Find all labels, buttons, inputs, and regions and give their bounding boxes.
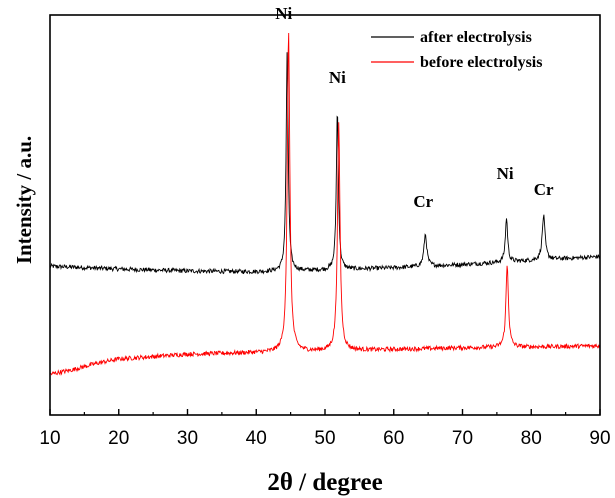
- x-axis-title: 2θ / degree: [267, 469, 382, 496]
- x-tick-label: 80: [521, 428, 542, 449]
- legend: after electrolysis before electrolysis: [371, 29, 542, 71]
- x-tick-label: 30: [177, 428, 198, 449]
- peak-label: Ni: [329, 68, 346, 87]
- peak-label: Cr: [534, 180, 554, 199]
- plot-curves: [49, 33, 601, 376]
- peak-label: Cr: [413, 192, 433, 211]
- x-tick-label: 40: [246, 428, 267, 449]
- x-tick-label: 20: [108, 428, 129, 449]
- peak-label: Ni: [497, 164, 514, 183]
- plot-frame: [49, 14, 601, 416]
- x-tick-label: 90: [589, 428, 610, 449]
- legend-label-after-electrolysis: after electrolysis: [420, 29, 532, 46]
- peak-annotations: Ni Ni Cr Ni Cr: [275, 4, 554, 211]
- peak-label: Ni: [275, 4, 292, 23]
- x-tick-label: 60: [383, 428, 404, 449]
- legend-label-before-electrolysis: before electrolysis: [420, 54, 542, 71]
- x-tick-label: 50: [314, 428, 335, 449]
- y-axis-title: Intensity / a.u.: [12, 136, 36, 264]
- x-tick-label: 10: [39, 428, 60, 449]
- series-line-after-electrolysis: [49, 52, 601, 275]
- series-line-before-electrolysis: [49, 33, 601, 376]
- x-axis-ticks: 10 20 30 40 50 60 70 80 90: [39, 409, 611, 449]
- x-tick-label: 70: [452, 428, 473, 449]
